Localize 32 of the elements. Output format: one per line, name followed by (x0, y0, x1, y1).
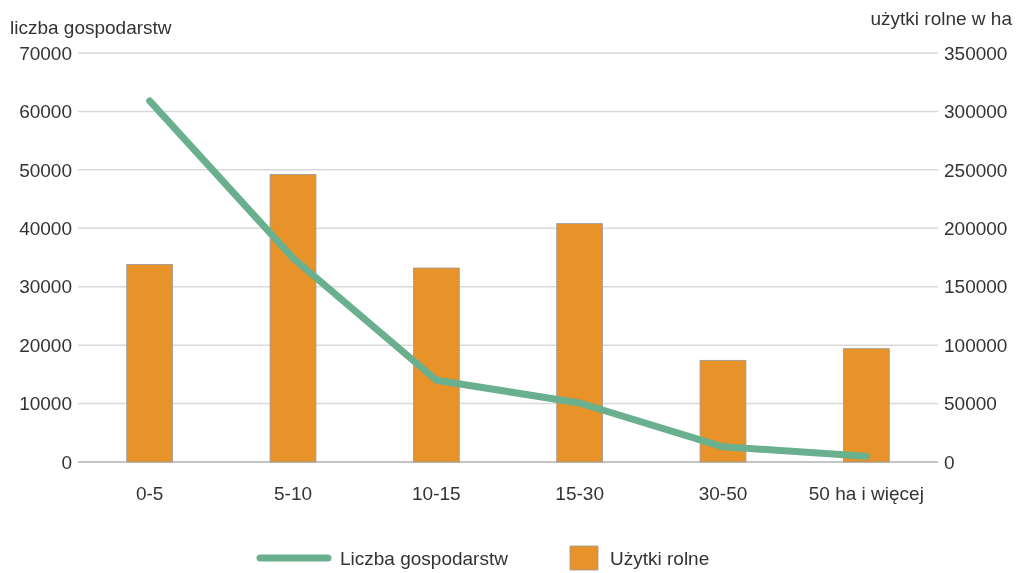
bar (556, 223, 603, 463)
y2-tick-label: 200000 (944, 217, 1008, 239)
y2-axis-title: użytki rolne w ha (870, 8, 1013, 29)
y2-tick-label: 100000 (944, 334, 1008, 356)
y2-tick-label: 250000 (944, 159, 1008, 181)
x-tick-label: 30-50 (698, 483, 748, 504)
y2-tick-label: 150000 (944, 276, 1008, 298)
legend-label: Liczba gospodarstw (340, 548, 509, 569)
x-tick-label: 50 ha i więcej (808, 483, 924, 504)
y-tick-label: 50000 (19, 159, 72, 181)
y2-tick-label: 50000 (944, 393, 997, 415)
x-tick-label: 15-30 (555, 483, 604, 504)
y-tick-label: 60000 (19, 101, 72, 123)
y-tick-label: 30000 (19, 276, 72, 298)
bar (413, 267, 460, 463)
y2-tick-label: 0 (944, 451, 955, 473)
x-tick-label: 5-10 (273, 483, 313, 504)
y-tick-label: 40000 (19, 217, 72, 239)
bar (699, 359, 747, 463)
y-tick-label: 70000 (19, 42, 72, 64)
y-tick-label: 10000 (19, 393, 72, 415)
x-tick-label: 0-5 (135, 483, 164, 504)
y2-tick-label: 300000 (944, 101, 1008, 123)
x-tick-label: 10-15 (412, 483, 461, 504)
bar (843, 348, 890, 463)
bar (269, 174, 317, 463)
bar (126, 264, 173, 463)
legend-label: Użytki rolne (610, 548, 710, 569)
y-tick-label: 20000 (19, 334, 72, 356)
y-axis-title: liczba gospodarstw (10, 17, 172, 38)
y-tick-label: 0 (61, 451, 72, 473)
y2-tick-label: 350000 (944, 42, 1008, 64)
